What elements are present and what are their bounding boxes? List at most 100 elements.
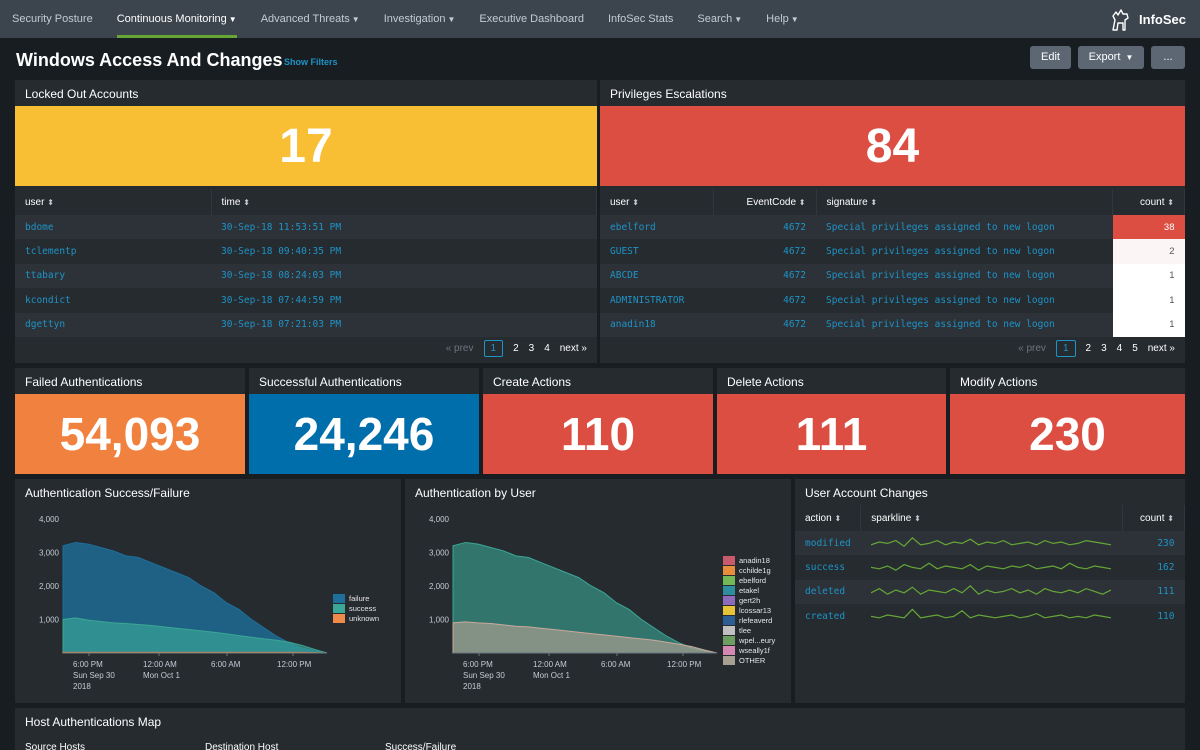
user-cell[interactable]: bdome — [15, 215, 211, 240]
column-header-sparkline[interactable]: sparkline ⬍ — [860, 505, 1123, 531]
eventcode-cell[interactable]: 4672 — [713, 312, 816, 337]
count-cell[interactable]: 1 — [1112, 312, 1185, 337]
user-cell[interactable]: dgettyn — [15, 312, 211, 337]
locked-out-count: 17 — [15, 106, 597, 186]
count-cell[interactable]: 162 — [1157, 562, 1175, 574]
count-cell[interactable]: 1 — [1112, 288, 1185, 313]
app-brand[interactable]: InfoSec — [1107, 0, 1186, 38]
eventcode-cell[interactable]: 4672 — [783, 294, 806, 306]
time-cell[interactable]: 30-Sep-18 08:24:03 PM — [211, 263, 597, 289]
time-cell[interactable]: 30-Sep-18 07:44:59 PM — [221, 294, 342, 306]
count-cell[interactable]: 110 — [1157, 610, 1175, 622]
column-header-count[interactable]: count ⬍ — [1122, 505, 1185, 531]
column-header-time[interactable]: time ⬍ — [211, 189, 597, 215]
caret-down-icon: ▼ — [351, 15, 360, 24]
nav-item-investigation[interactable]: Investigation ▼ — [372, 0, 468, 38]
export-button[interactable]: Export ▼ — [1078, 46, 1144, 69]
legend-swatch — [723, 646, 735, 655]
eventcode-cell[interactable]: 4672 — [713, 215, 816, 240]
next-page-link[interactable]: next » — [559, 343, 587, 354]
page-link[interactable]: 4 — [544, 343, 550, 354]
count-cell[interactable]: 38 — [1112, 215, 1185, 240]
action-cell[interactable]: modified — [795, 531, 861, 556]
legend-label: cchilde1g — [739, 566, 771, 575]
nav-item-advanced-threats[interactable]: Advanced Threats ▼ — [249, 0, 372, 38]
column-header-destination-host: Destination Host — [205, 742, 279, 750]
sort-icon: ⬍ — [798, 197, 806, 207]
auth-by-user-panel: Authentication by User 4,000 3,000 2,000 1,… — [405, 479, 791, 703]
edit-button[interactable]: Edit — [1030, 46, 1071, 69]
column-header-eventcode[interactable]: EventCode ⬍ — [713, 189, 817, 215]
count-cell[interactable]: 2 — [1112, 239, 1185, 264]
user-cell[interactable]: anadin18 — [600, 312, 713, 337]
time-cell[interactable]: 30-Sep-18 09:40:35 PM — [221, 246, 342, 258]
page-link[interactable]: 3 — [1101, 343, 1107, 354]
count-cell[interactable]: 230 — [1122, 531, 1185, 556]
user-cell[interactable]: ttabary — [15, 263, 211, 289]
pagination: « prev 1 2 3 4 next » — [446, 340, 587, 357]
legend-label: success — [349, 604, 376, 613]
sparkline — [870, 536, 1111, 547]
time-cell[interactable]: 30-Sep-18 11:53:51 PM — [211, 215, 597, 240]
y-tick-label: 3,000 — [39, 549, 60, 558]
caret-down-icon: ▼ — [228, 15, 237, 24]
signature-cell[interactable]: Special privileges assigned to new logon — [826, 246, 1055, 258]
count-cell[interactable]: 111 — [1122, 579, 1185, 605]
user-cell[interactable]: kcondict — [25, 294, 71, 306]
column-label: time — [221, 196, 241, 208]
legend-swatch — [723, 576, 735, 585]
column-header-signature[interactable]: signature ⬍ — [816, 189, 1113, 215]
signature-cell[interactable]: Special privileges assigned to new logon — [816, 215, 1113, 240]
signature-cell[interactable]: Special privileges assigned to new logon — [816, 312, 1113, 337]
column-header-count[interactable]: count ⬍ — [1112, 189, 1185, 215]
nav-item-executive-dashboard[interactable]: Executive Dashboard — [467, 0, 596, 38]
page-link[interactable]: 3 — [528, 343, 535, 354]
privileges-table: user ⬍ EventCode ⬍ signature ⬍ count ⬍ e… — [600, 189, 1185, 337]
nav-item-security-posture[interactable]: Security Posture — [0, 0, 105, 38]
action-cell[interactable]: success — [805, 562, 846, 574]
eventcode-cell[interactable]: 4672 — [713, 263, 816, 289]
legend-label: ebelford — [739, 576, 766, 585]
next-page-link[interactable]: next » — [1147, 343, 1175, 354]
nav-item-help[interactable]: Help ▼ — [754, 0, 811, 38]
panel-title: Modify Actions — [960, 375, 1038, 389]
panel-title: Authentication by User — [415, 486, 536, 500]
page-link[interactable]: 2 — [1085, 343, 1092, 354]
user-cell[interactable]: ADMINISTRATOR — [610, 294, 685, 306]
table-row: GUEST 4672 Special privileges assigned to … — [600, 239, 1185, 264]
sort-icon: ⬍ — [834, 513, 842, 523]
more-actions-button[interactable]: ... — [1151, 46, 1185, 69]
legend-swatch — [723, 636, 735, 645]
nav-item-continuous-monitoring[interactable]: Continuous Monitoring ▼ — [105, 0, 249, 38]
prev-page-link[interactable]: « prev — [1018, 343, 1046, 354]
show-filters-link[interactable]: Show Filters — [284, 57, 338, 67]
action-cell[interactable]: created — [805, 610, 846, 622]
legend-label: OTHER — [739, 656, 766, 665]
page-link[interactable]: 2 — [513, 343, 519, 354]
column-header-user[interactable]: user ⬍ — [15, 189, 212, 215]
column-header-action[interactable]: action ⬍ — [795, 505, 862, 531]
page-link[interactable]: 1 — [1055, 340, 1076, 357]
nav-item-search[interactable]: Search ▼ — [685, 0, 754, 38]
user-cell[interactable]: ebelford — [600, 215, 713, 240]
signature-cell[interactable]: Special privileges assigned to new logon — [826, 294, 1055, 306]
eventcode-cell[interactable]: 4672 — [783, 246, 806, 258]
action-cell[interactable]: deleted — [795, 579, 861, 605]
page-link[interactable]: 5 — [1132, 343, 1138, 354]
page-link[interactable]: 1 — [483, 340, 504, 357]
legend-label: unknown — [349, 614, 379, 623]
sparkline — [870, 562, 1111, 571]
nav-item-infosec-stats[interactable]: InfoSec Stats — [596, 0, 685, 38]
prev-page-link[interactable]: « prev — [445, 343, 474, 354]
user-cell[interactable]: GUEST — [610, 246, 639, 258]
column-header-user[interactable]: user ⬍ — [600, 189, 714, 215]
page-link[interactable]: 4 — [1116, 343, 1123, 354]
user-cell[interactable]: ABCDE — [600, 263, 713, 289]
user-cell[interactable]: tclementp — [25, 246, 77, 258]
sparkline-cell — [860, 531, 1123, 556]
table-row: anadin18 4672 Special privileges assigned … — [600, 312, 1185, 337]
panel-title: Failed Authentications — [25, 375, 143, 389]
count-cell[interactable]: 1 — [1112, 263, 1185, 289]
signature-cell[interactable]: Special privileges assigned to new logon — [816, 263, 1113, 289]
time-cell[interactable]: 30-Sep-18 07:21:03 PM — [211, 312, 597, 337]
